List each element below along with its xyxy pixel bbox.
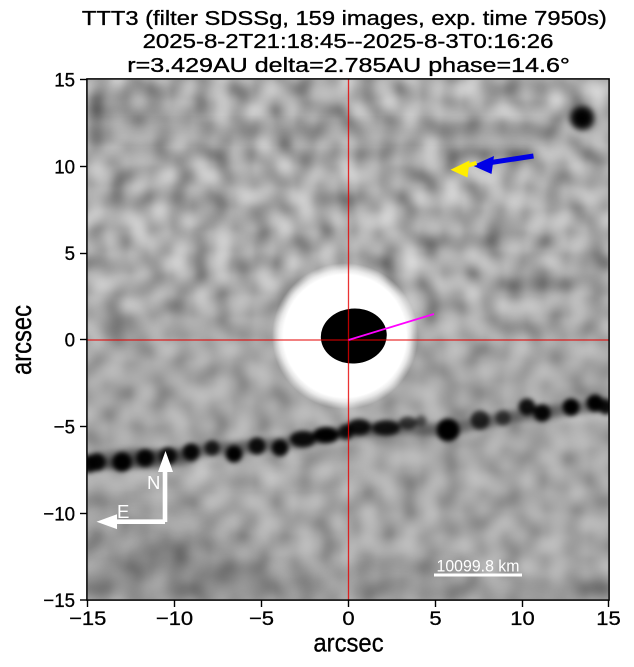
svg-text:−5: −5	[54, 417, 75, 439]
svg-text:−15: −15	[69, 608, 106, 630]
svg-text:r=3.429AU delta=2.785AU phase=: r=3.429AU delta=2.785AU phase=14.6°	[127, 53, 570, 76]
svg-text:N: N	[147, 472, 160, 493]
svg-text:0: 0	[342, 608, 354, 630]
svg-text:arcsec: arcsec	[313, 630, 383, 658]
svg-text:0: 0	[65, 330, 75, 352]
svg-text:10: 10	[54, 157, 75, 179]
svg-text:arcsec: arcsec	[5, 305, 38, 375]
svg-text:5: 5	[429, 608, 441, 630]
svg-text:5: 5	[65, 244, 75, 266]
svg-text:−10: −10	[156, 608, 193, 630]
svg-text:−5: −5	[249, 608, 274, 630]
svg-text:15: 15	[596, 608, 620, 630]
svg-text:10099.8 km: 10099.8 km	[437, 557, 520, 576]
svg-text:2025-8-2T21:18:45--2025-8-3T0:: 2025-8-2T21:18:45--2025-8-3T0:16:26	[143, 30, 554, 53]
svg-text:TTT3 (filter SDSSg, 159 images: TTT3 (filter SDSSg, 159 images, exp. tim…	[82, 6, 607, 29]
svg-text:−10: −10	[43, 504, 75, 526]
svg-text:E: E	[117, 501, 129, 522]
svg-text:10: 10	[510, 608, 534, 630]
svg-text:−15: −15	[43, 591, 75, 613]
svg-text:15: 15	[54, 70, 75, 92]
